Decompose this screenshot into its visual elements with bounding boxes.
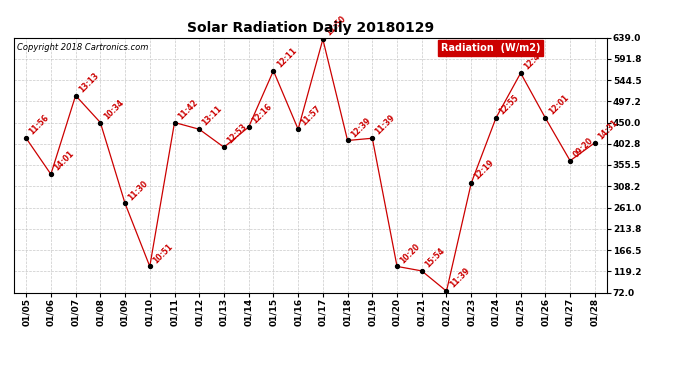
Text: 12:11: 12:11 <box>275 46 298 69</box>
Text: 10:20: 10:20 <box>398 242 422 265</box>
Point <box>416 268 427 274</box>
Point <box>46 171 57 177</box>
Text: 14:01: 14:01 <box>52 149 76 173</box>
Point <box>466 180 477 186</box>
Text: 11:30: 11:30 <box>126 178 150 202</box>
Text: 11:39: 11:39 <box>448 266 471 290</box>
Point <box>268 68 279 74</box>
Point <box>169 120 180 126</box>
Point <box>589 140 600 146</box>
Point <box>367 135 378 141</box>
Text: 12:01: 12:01 <box>546 93 570 117</box>
Point <box>342 138 353 144</box>
Text: 11:57: 11:57 <box>299 104 323 128</box>
Text: 12:16: 12:16 <box>250 102 273 126</box>
Text: 10:34: 10:34 <box>101 98 125 121</box>
Point <box>21 135 32 141</box>
Point <box>540 115 551 121</box>
Point <box>243 124 254 130</box>
Title: Solar Radiation Daily 20180129: Solar Radiation Daily 20180129 <box>187 21 434 35</box>
Text: 12:55: 12:55 <box>497 93 520 117</box>
Point <box>70 93 81 99</box>
Text: 14:31: 14:31 <box>596 118 620 141</box>
Point <box>391 263 402 269</box>
Text: 11:56: 11:56 <box>28 114 51 137</box>
Point <box>293 126 304 132</box>
Point <box>564 158 575 164</box>
Text: 11:39: 11:39 <box>374 113 397 137</box>
Point <box>441 288 452 294</box>
Text: 10:51: 10:51 <box>151 242 175 265</box>
Text: 15:54: 15:54 <box>423 246 446 270</box>
Point <box>491 115 502 121</box>
Point <box>515 70 526 76</box>
Text: 12:19: 12:19 <box>473 158 496 182</box>
Text: 11:42: 11:42 <box>176 98 199 121</box>
Text: 12:39: 12:39 <box>349 116 373 139</box>
Point <box>95 120 106 126</box>
Point <box>194 126 205 132</box>
Text: 12:53: 12:53 <box>226 123 248 146</box>
Text: 13:11: 13:11 <box>201 104 224 128</box>
Text: 12:44: 12:44 <box>522 48 546 72</box>
Point <box>144 263 155 269</box>
Text: Radiation  (W/m2): Radiation (W/m2) <box>441 43 540 52</box>
Text: 09:20: 09:20 <box>571 136 595 159</box>
Point <box>219 144 230 150</box>
Point <box>119 201 130 207</box>
Text: 11:50: 11:50 <box>324 15 348 38</box>
Text: 13:13: 13:13 <box>77 71 101 94</box>
Text: Copyright 2018 Cartronics.com: Copyright 2018 Cartronics.com <box>17 43 148 52</box>
Point <box>317 36 328 42</box>
